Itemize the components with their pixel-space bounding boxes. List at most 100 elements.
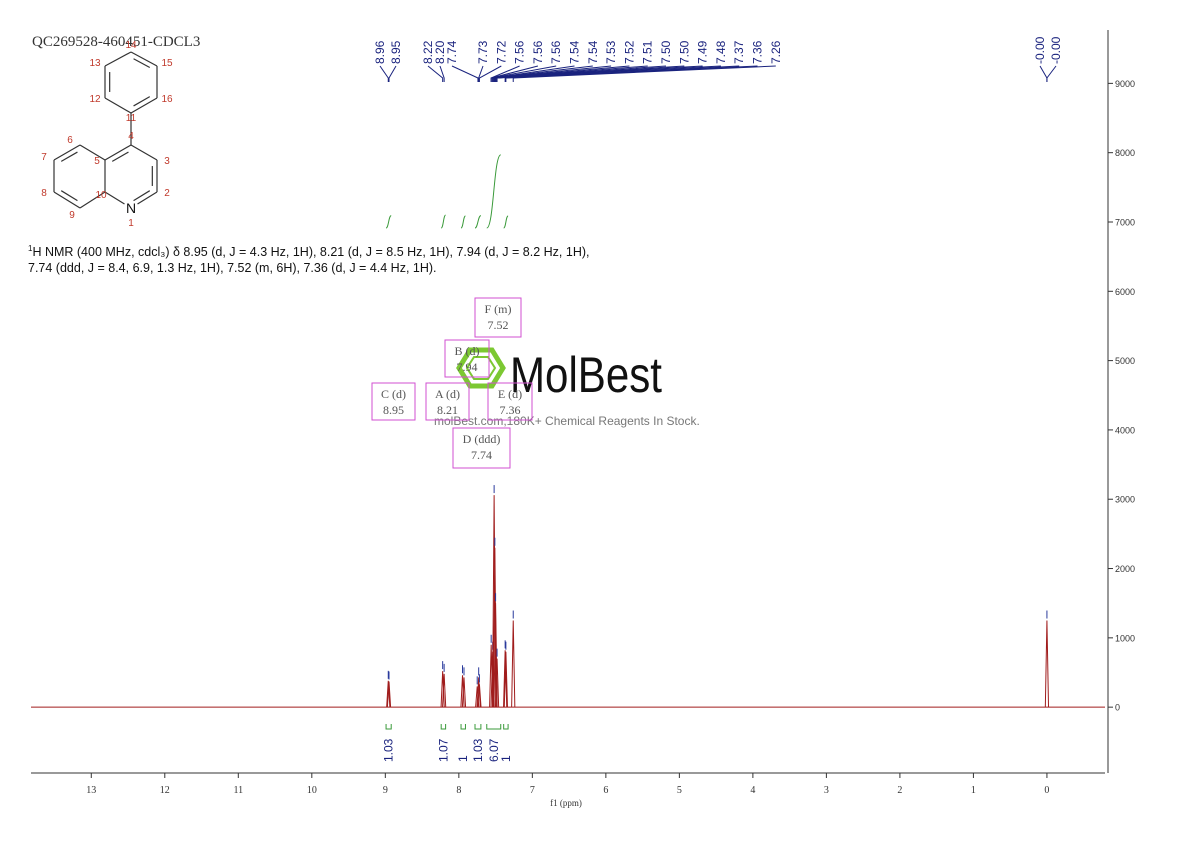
y-tick-label: 5000: [1115, 356, 1135, 366]
peak: [386, 680, 391, 708]
peak-label-connector: [495, 65, 685, 82]
peak-label: 7.54: [568, 40, 582, 64]
peak-label-connector: [505, 65, 758, 82]
multiplet-box: [452, 427, 511, 469]
peak-label-connector: [478, 65, 502, 82]
peak-label: 7.26: [769, 40, 783, 64]
peak: [477, 684, 482, 708]
integral-bracket: [474, 724, 482, 730]
peak-label: 7.72: [494, 40, 508, 64]
atom-number: 1: [128, 218, 134, 229]
x-axis-label: f1 (ppm): [550, 798, 582, 808]
y-tick-label: 8000: [1115, 148, 1135, 158]
watermark-logo-icon: [456, 347, 506, 389]
double-bond: [60, 151, 78, 162]
multiplet-label: B (d): [455, 344, 480, 358]
y-tick-label: 2000: [1115, 564, 1135, 574]
atom-number: 2: [164, 188, 170, 199]
y-tick-label: 6000: [1115, 287, 1135, 297]
bond: [79, 191, 106, 209]
peak-label-connector: [504, 65, 740, 82]
peak-label-connector: [490, 65, 557, 82]
peak-label-connector: [494, 65, 648, 82]
atom-number: 16: [161, 94, 173, 105]
multiplet-shift: 7.74: [471, 448, 492, 462]
atom-number: 5: [94, 156, 100, 167]
integral-label: 1.03: [471, 738, 485, 762]
integral-curve: [385, 215, 392, 229]
multiplet-shift: 8.95: [383, 403, 404, 417]
integral-bracket: [460, 724, 466, 730]
multiplet-label: C (d): [381, 387, 406, 401]
peak: [511, 620, 516, 708]
peak-label: 8.96: [373, 40, 387, 64]
bond: [104, 51, 132, 67]
bond: [79, 144, 106, 161]
multiplet-box: [487, 382, 533, 421]
integral-curve: [460, 215, 466, 229]
peak-label: 7.53: [604, 40, 618, 64]
peak: [1044, 620, 1050, 708]
double-bond: [133, 58, 151, 69]
peak: [503, 650, 508, 708]
atom-number: 4: [128, 131, 134, 142]
atom-number: 15: [161, 58, 173, 69]
peak-label-connector: [493, 65, 630, 82]
peak-label-connector: [492, 65, 593, 82]
peak-label: 7.74: [445, 40, 459, 64]
peak-label-connector: [492, 65, 612, 82]
peak-label: 7.52: [622, 40, 636, 64]
peak-label-connector: [496, 65, 721, 82]
integral-bracket: [503, 724, 509, 730]
multiplet-label: D (ddd): [463, 432, 501, 446]
peak-label-connector: [1046, 65, 1057, 82]
y-tick-label: 3000: [1115, 495, 1135, 505]
atom-number: 11: [126, 113, 137, 124]
bond: [137, 191, 158, 205]
integral-curve: [503, 215, 509, 229]
peak: [440, 671, 445, 708]
hexagon-inner: [465, 356, 497, 380]
bond: [53, 191, 81, 209]
description-text: H NMR (400 MHz, cdcl₃) δ 8.95 (d, J = 4.…: [32, 245, 589, 259]
double-bond: [60, 190, 78, 202]
double-bond: [133, 190, 151, 202]
peak-label: -0.00: [1033, 36, 1047, 64]
peak-label: 8.95: [389, 40, 403, 64]
multiplet-label: F (m): [485, 302, 512, 316]
double-bond: [133, 96, 151, 107]
integral-curve: [474, 215, 482, 229]
peak-label: 7.56: [531, 40, 545, 64]
peak-label: 7.51: [641, 40, 655, 64]
integral-bracket: [440, 724, 447, 730]
peak-label: 7.49: [696, 40, 710, 64]
integral-label: 1.03: [382, 738, 396, 762]
description-line: 7.74 (ddd, J = 8.4, 6.9, 1.3 Hz, 1H), 7.…: [28, 261, 437, 275]
peak-label: 7.48: [714, 40, 728, 64]
peak-label: 7.56: [513, 40, 527, 64]
peak: [476, 677, 481, 708]
integral-bracket: [486, 724, 502, 730]
peak-label-connector: [379, 65, 389, 82]
y-tick-label: 0: [1115, 703, 1120, 713]
peak: [503, 651, 508, 708]
multiplet-shift: 7.36: [500, 403, 521, 417]
atom-number: 3: [164, 156, 170, 167]
integral-label: 1: [499, 755, 513, 762]
multiplet-label: A (d): [435, 387, 460, 401]
y-tick-label: 7000: [1115, 217, 1135, 227]
bond: [104, 97, 132, 114]
atom-number: 7: [41, 152, 47, 163]
integral-label: 1: [456, 755, 470, 762]
bond: [104, 144, 132, 161]
watermark-tagline: molBest.com,180K+ Chemical Reagents In S…: [434, 414, 700, 428]
integral-label: 1.07: [436, 738, 450, 762]
bond: [104, 191, 125, 205]
x-tick-label: 8: [456, 785, 461, 796]
multiplet-box: [371, 382, 416, 421]
bond: [53, 144, 81, 161]
atom-number: 9: [69, 210, 75, 221]
x-tick-label: 4: [750, 785, 755, 796]
